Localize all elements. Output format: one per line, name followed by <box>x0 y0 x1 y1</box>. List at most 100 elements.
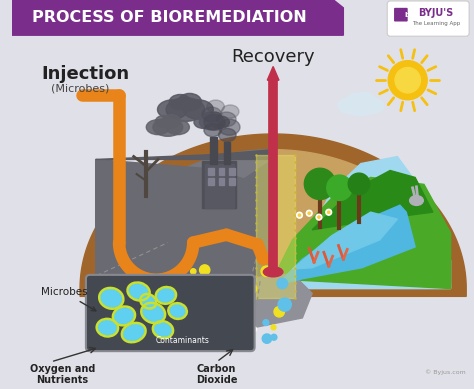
Text: The Learning App: The Learning App <box>412 21 460 26</box>
Text: b: b <box>404 12 409 18</box>
Circle shape <box>106 315 117 326</box>
Circle shape <box>263 320 269 326</box>
Circle shape <box>226 332 236 343</box>
Ellipse shape <box>221 105 239 118</box>
Circle shape <box>308 212 310 214</box>
Circle shape <box>252 327 257 331</box>
Circle shape <box>298 214 301 216</box>
Circle shape <box>191 269 196 274</box>
Circle shape <box>141 331 149 338</box>
Polygon shape <box>12 0 343 35</box>
Circle shape <box>164 325 172 332</box>
Ellipse shape <box>142 296 155 307</box>
Polygon shape <box>96 150 273 289</box>
Circle shape <box>191 331 199 339</box>
Ellipse shape <box>201 113 215 122</box>
Ellipse shape <box>207 112 222 123</box>
Circle shape <box>175 304 180 309</box>
Circle shape <box>271 334 277 340</box>
Circle shape <box>183 297 190 304</box>
Circle shape <box>316 214 322 220</box>
Ellipse shape <box>123 324 144 341</box>
Ellipse shape <box>153 118 183 136</box>
Circle shape <box>200 265 210 275</box>
Bar <box>208 168 214 175</box>
Circle shape <box>277 278 288 289</box>
Polygon shape <box>96 150 273 159</box>
FancyBboxPatch shape <box>394 8 408 21</box>
Polygon shape <box>278 205 415 284</box>
Circle shape <box>395 67 420 93</box>
Text: Recovery: Recovery <box>231 48 315 66</box>
Bar <box>224 142 230 164</box>
Circle shape <box>239 275 249 285</box>
Circle shape <box>214 312 224 322</box>
Circle shape <box>159 294 166 301</box>
Circle shape <box>328 211 330 214</box>
Ellipse shape <box>129 284 148 299</box>
Ellipse shape <box>202 107 221 122</box>
Circle shape <box>261 266 272 277</box>
Bar <box>229 168 235 175</box>
Ellipse shape <box>100 289 122 307</box>
Text: Microbes: Microbes <box>41 287 96 311</box>
Ellipse shape <box>207 100 224 113</box>
Ellipse shape <box>219 128 236 142</box>
Ellipse shape <box>178 93 201 110</box>
Circle shape <box>348 173 370 194</box>
Ellipse shape <box>114 308 134 324</box>
Ellipse shape <box>157 100 188 119</box>
Circle shape <box>141 315 146 320</box>
Circle shape <box>138 316 144 323</box>
Polygon shape <box>267 67 279 80</box>
Ellipse shape <box>410 196 423 205</box>
Circle shape <box>271 325 276 330</box>
Circle shape <box>123 291 129 297</box>
Ellipse shape <box>166 98 205 121</box>
Ellipse shape <box>359 98 384 114</box>
Circle shape <box>164 311 171 319</box>
Ellipse shape <box>217 112 236 127</box>
Ellipse shape <box>264 267 283 277</box>
Circle shape <box>247 284 256 293</box>
Polygon shape <box>273 177 451 289</box>
Circle shape <box>240 322 247 329</box>
Circle shape <box>216 317 220 321</box>
Ellipse shape <box>345 96 377 115</box>
Circle shape <box>179 315 189 325</box>
Text: Carbon
Dioxide: Carbon Dioxide <box>196 364 237 385</box>
Bar <box>219 178 224 185</box>
Circle shape <box>220 298 231 308</box>
FancyBboxPatch shape <box>86 275 255 351</box>
Circle shape <box>116 275 121 281</box>
Bar <box>208 178 214 185</box>
Text: Oxygen and
Nutrients: Oxygen and Nutrients <box>30 364 95 385</box>
Circle shape <box>318 216 320 218</box>
Circle shape <box>327 175 352 200</box>
Ellipse shape <box>355 93 374 107</box>
Bar <box>205 164 234 209</box>
Ellipse shape <box>219 119 240 135</box>
Polygon shape <box>273 157 451 289</box>
Text: Injection: Injection <box>41 65 129 83</box>
Text: (Microbes): (Microbes) <box>51 83 109 93</box>
Ellipse shape <box>146 120 170 135</box>
Ellipse shape <box>204 114 225 130</box>
Bar <box>219 168 224 175</box>
Polygon shape <box>96 159 273 289</box>
Bar <box>202 161 236 209</box>
Ellipse shape <box>210 116 229 128</box>
Ellipse shape <box>200 115 224 130</box>
Polygon shape <box>292 212 397 269</box>
Circle shape <box>297 212 302 218</box>
Ellipse shape <box>166 120 190 135</box>
Circle shape <box>134 284 142 293</box>
Ellipse shape <box>204 123 221 137</box>
Polygon shape <box>80 134 466 296</box>
Circle shape <box>177 331 184 339</box>
Ellipse shape <box>169 95 191 110</box>
Ellipse shape <box>155 116 172 127</box>
FancyBboxPatch shape <box>387 1 469 36</box>
Polygon shape <box>255 154 294 298</box>
Circle shape <box>209 321 214 327</box>
